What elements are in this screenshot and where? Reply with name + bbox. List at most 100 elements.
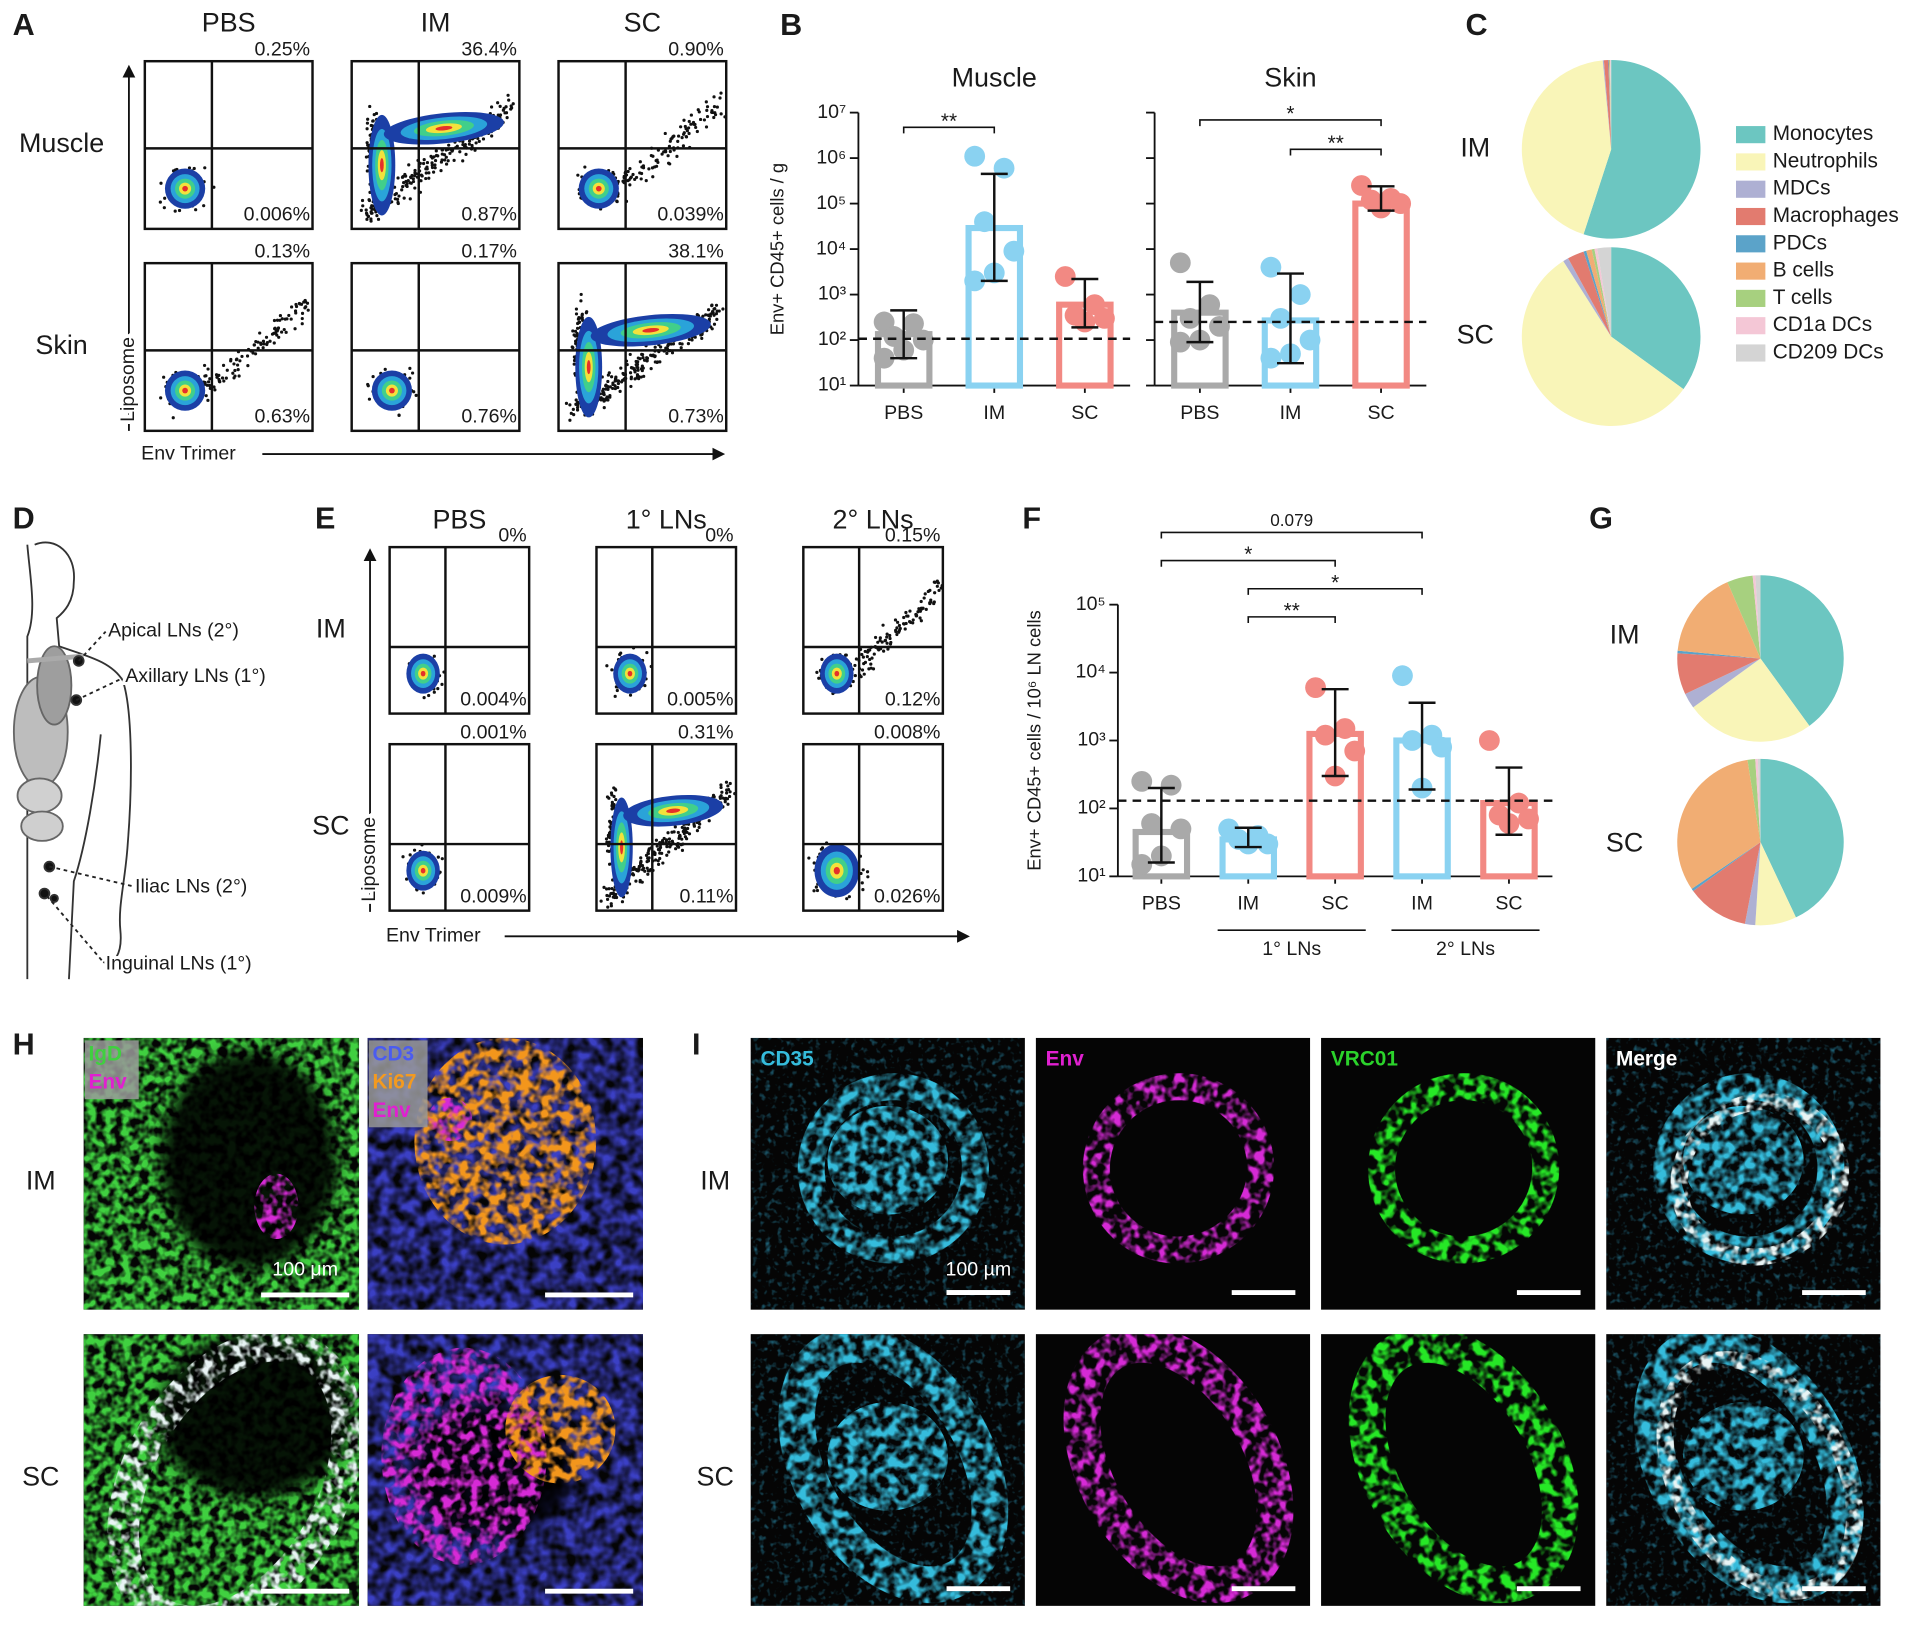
event-dot	[650, 166, 655, 170]
event-dot	[569, 411, 573, 415]
column-title: 1° LNs	[626, 505, 707, 535]
event-dot	[647, 167, 651, 171]
micrograph	[750, 1334, 1025, 1606]
event-dot	[510, 106, 514, 110]
event-dot	[394, 191, 399, 196]
event-dot	[303, 299, 307, 303]
image-content	[1348, 1334, 1579, 1604]
event-dot	[611, 382, 615, 387]
event-dot	[425, 165, 429, 169]
event-dot	[238, 359, 242, 363]
data-point	[993, 157, 1015, 179]
event-dot	[158, 200, 162, 204]
row-label: SC	[1457, 320, 1494, 350]
event-dot	[225, 368, 229, 372]
event-dot	[685, 830, 689, 835]
density-contour	[420, 867, 426, 874]
event-dot	[605, 664, 609, 668]
event-dot	[726, 802, 730, 806]
x-tick-label: PBS	[1142, 893, 1181, 915]
error-bar	[1408, 701, 1436, 791]
event-dot	[361, 204, 365, 208]
event-dot	[607, 371, 611, 375]
event-dot	[613, 386, 617, 391]
legend-swatch	[1736, 344, 1766, 362]
event-dot	[364, 208, 368, 212]
event-dot	[634, 879, 638, 883]
event-dot	[665, 853, 669, 857]
quadrant-percent: 0.026%	[874, 885, 940, 907]
pie-slice	[1744, 842, 1761, 926]
event-dot	[575, 408, 580, 412]
event-dot	[213, 388, 217, 392]
row-label: IM	[700, 1165, 730, 1195]
row-label: IM	[1460, 132, 1490, 162]
quadrant-percent: 0.001%	[460, 721, 526, 743]
legend-swatch	[1736, 153, 1766, 171]
axis-label: Liposome	[358, 817, 380, 902]
event-dot	[405, 877, 409, 881]
event-dot	[608, 394, 612, 398]
event-dot	[610, 375, 614, 379]
event-dot	[647, 856, 651, 860]
data-point	[1257, 833, 1279, 855]
event-dot	[206, 398, 210, 402]
event-dot	[636, 368, 640, 372]
event-dot	[694, 125, 698, 130]
event-dot	[706, 313, 710, 317]
event-dot	[651, 154, 655, 158]
event-dot	[272, 341, 276, 345]
event-dot	[635, 365, 639, 369]
event-dot	[861, 868, 865, 872]
event-dot	[440, 682, 444, 686]
event-dot	[687, 337, 691, 342]
event-dot	[236, 368, 240, 372]
event-dot	[665, 351, 669, 355]
event-dot	[647, 848, 651, 853]
y-tick-label: 10¹	[1077, 865, 1106, 887]
event-dot	[232, 376, 236, 380]
event-dot	[872, 652, 876, 656]
image-content	[1606, 1037, 1881, 1310]
legend-swatch	[1736, 235, 1766, 253]
event-dot	[854, 657, 858, 661]
event-dot	[253, 352, 258, 356]
event-dot	[888, 633, 892, 638]
quadrant-percent: 0.11%	[680, 885, 734, 907]
event-dot	[173, 209, 177, 213]
event-dot	[606, 379, 610, 384]
event-dot	[726, 784, 730, 788]
pie-slice	[1747, 759, 1761, 843]
event-dot	[424, 176, 428, 181]
flow-plot	[595, 742, 738, 912]
event-dot	[928, 601, 932, 605]
event-dot	[433, 159, 438, 163]
event-dot	[861, 655, 865, 659]
event-dot	[235, 357, 239, 361]
significance-label: **	[1284, 599, 1300, 622]
event-dot	[895, 632, 899, 637]
event-dot	[643, 869, 647, 873]
quadrant-percent: 38.1%	[668, 240, 724, 262]
event-dot	[408, 197, 412, 201]
significance-bracket	[1199, 119, 1382, 127]
dark-region	[160, 1051, 337, 1269]
event-dot	[901, 622, 906, 626]
event-dot	[908, 619, 912, 624]
event-dot	[574, 402, 578, 406]
event-dot	[604, 387, 608, 391]
event-dot	[698, 117, 703, 122]
panel-letter: E	[315, 501, 335, 535]
event-dot	[365, 217, 369, 221]
event-dot	[268, 339, 272, 343]
x-tick-label: SC	[1322, 893, 1349, 915]
event-dot	[575, 331, 579, 336]
event-dot	[620, 900, 625, 904]
event-dot	[728, 794, 732, 799]
data-point	[1390, 193, 1412, 214]
pie-chart: IM SC	[1606, 575, 1844, 926]
event-dot	[203, 166, 207, 170]
group-label: 1° LNs	[1262, 938, 1321, 960]
panel-letter: G	[1589, 501, 1613, 535]
event-dot	[240, 354, 244, 358]
